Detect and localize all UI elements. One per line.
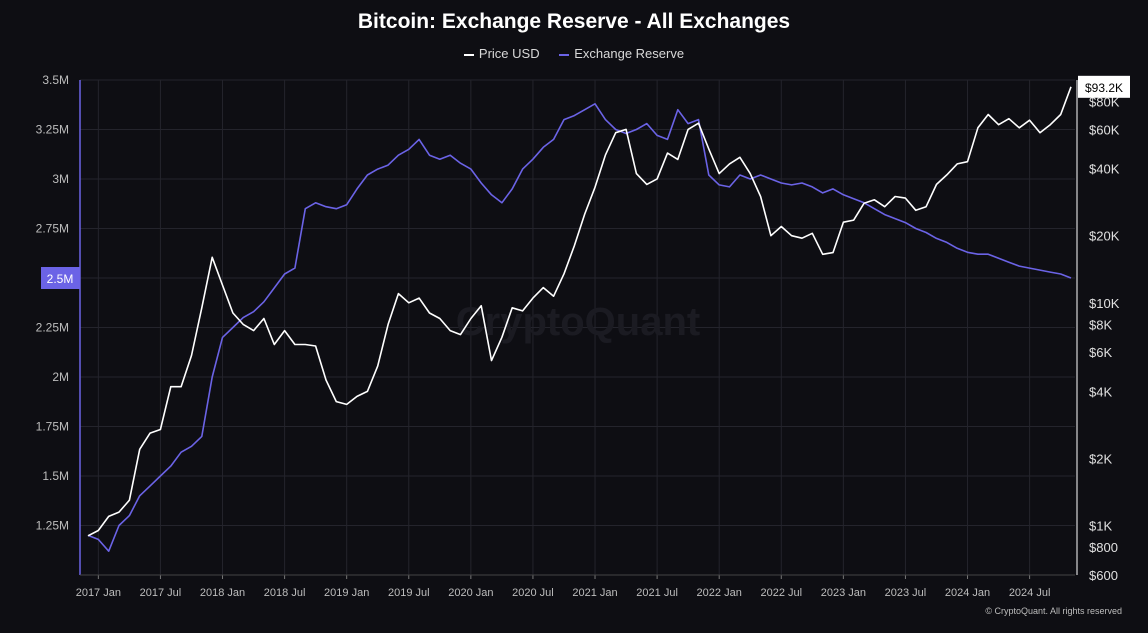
x-tick-label: 2019 Jul [388, 587, 430, 599]
left-axis: 3.5M 3.25M 3M 2.75M 2.5M 2.25M 2M 1.75M 1.5M 1.25… [36, 73, 81, 575]
watermark-text: CryptoQuant [456, 300, 700, 344]
x-tick-label: 2020 Jul [512, 587, 554, 599]
left-tick-label: 1.25M [36, 519, 69, 533]
legend-item-reserve[interactable]: Exchange Reserve [559, 46, 684, 61]
left-tick-label: 3.25M [36, 123, 69, 137]
x-tick-label: 2023 Jul [885, 587, 927, 599]
left-tick-label: 2M [52, 370, 69, 384]
legend: Price USD Exchange Reserve [0, 46, 1148, 61]
right-tick-label: $6K [1089, 345, 1112, 360]
left-tick-label: 2.75M [36, 222, 69, 236]
reserve-current-badge [41, 267, 80, 289]
x-tick-label: 2024 Jan [945, 587, 990, 599]
left-tick-label: 3M [52, 172, 69, 186]
right-tick-label: $1K [1089, 519, 1112, 534]
chart-title: Bitcoin: Exchange Reserve - All Exchange… [357, 10, 791, 33]
legend-label-price: Price USD [478, 46, 540, 61]
right-tick-label: $800 [1089, 540, 1118, 555]
left-tick-label: 1.5M [42, 469, 69, 483]
legend-item-price[interactable]: Price USD [463, 46, 540, 61]
copyright-text: © CryptoQuant. All rights reserved [985, 606, 1122, 616]
x-axis: 2017 Jan 2017 Jul 2018 Jan 2018 Jul 2019 Jan… [76, 574, 1075, 599]
right-tick-label: $80K [1089, 95, 1120, 110]
x-tick-label: 2017 Jul [140, 587, 182, 599]
x-tick-label: 2020 Jan [448, 587, 493, 599]
x-tick-label: 2017 Jan [76, 587, 121, 599]
right-tick-label: $8K [1089, 317, 1112, 332]
grid [80, 79, 1075, 575]
x-tick-label: 2024 Jul [1009, 587, 1051, 599]
x-tick-label: 2021 Jan [572, 587, 617, 599]
legend-label-reserve: Exchange Reserve [574, 46, 685, 61]
right-tick-label: $20K [1089, 229, 1120, 244]
x-tick-label: 2019 Jan [324, 587, 369, 599]
right-tick-label: $60K [1089, 122, 1120, 137]
reserve-swatch-icon [559, 53, 570, 56]
x-tick-label: 2023 Jan [821, 587, 866, 599]
exchange-reserve-line [87, 103, 1072, 552]
right-tick-label: $4K [1089, 384, 1112, 399]
price-current-label: $93.2K [1085, 81, 1123, 95]
right-axis: $80K $60K $40K $20K $10K $8K $6K $4K $2K $1K $800 $… [1076, 80, 1120, 583]
price-usd-line [87, 86, 1072, 537]
price-swatch-icon [463, 53, 474, 56]
left-tick-label: 1.75M [36, 420, 69, 434]
x-tick-label: 2021 Jul [636, 587, 678, 599]
right-tick-label: $600 [1089, 568, 1118, 583]
right-tick-label: $10K [1089, 296, 1120, 311]
x-tick-label: 2018 Jul [264, 587, 306, 599]
x-tick-label: 2018 Jan [200, 587, 245, 599]
right-tick-label: $40K [1089, 162, 1120, 177]
left-tick-label: 3.5M [42, 73, 69, 87]
right-tick-label: $2K [1089, 452, 1112, 467]
value-badges: 2.5M $93.2K [41, 75, 1130, 289]
reserve-current-label: 2.5M [47, 272, 74, 286]
series-group [87, 86, 1072, 552]
price-current-badge [1078, 75, 1130, 98]
left-tick-label: 2.25M [36, 321, 69, 335]
x-tick-label: 2022 Jul [760, 587, 802, 599]
x-tick-label: 2022 Jan [697, 587, 742, 599]
